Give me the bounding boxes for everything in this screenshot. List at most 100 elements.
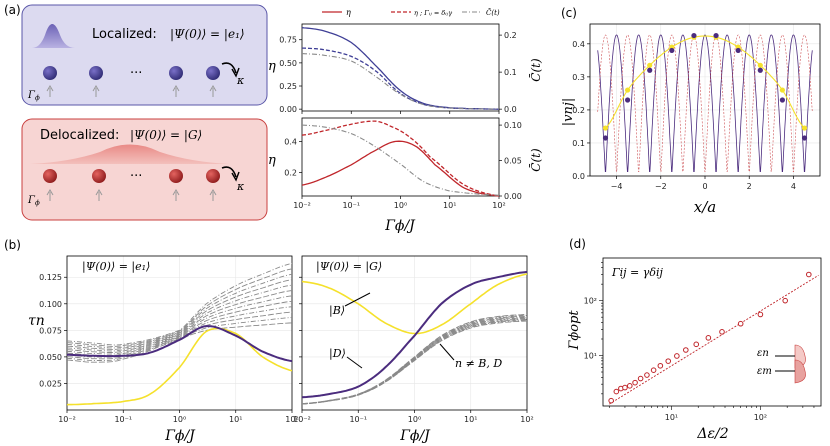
y-tick-label: 0.50	[279, 59, 297, 68]
localized-wavepacket	[32, 24, 75, 48]
y-tick-label: 0.1	[572, 139, 585, 148]
point-purple	[602, 135, 609, 141]
x-tick-label: 10⁻²	[293, 201, 311, 210]
series-gray	[66, 306, 293, 358]
y-tick-label: 0.2	[572, 106, 585, 115]
d-ylabel: Γϕopt	[567, 310, 582, 351]
d-annotation: Γij = γδij	[611, 266, 663, 279]
panel-label-a: (a)	[4, 3, 21, 17]
chart-c: −4 −2 0 2 4 0.0 0.1 0.2 0.3 0.4 |vnj| x/a	[561, 23, 821, 216]
y2-tick-label: 0.2	[504, 31, 517, 40]
series-gray	[66, 284, 293, 352]
a-bottom-ylabel: η	[268, 153, 276, 168]
localized-title: Localized:	[92, 27, 157, 42]
x-tick-label: 10²	[492, 201, 505, 210]
series-gray	[66, 295, 293, 355]
arrow-bright	[344, 292, 371, 307]
delocalized-wavepacket	[30, 144, 230, 164]
series-coherence	[301, 124, 500, 196]
x-tick-label: 10⁻¹	[114, 415, 132, 424]
x-tick-label: 10²	[754, 413, 767, 422]
x-tick-label: 10⁻¹	[349, 415, 367, 424]
x-tick-label: −2	[655, 182, 667, 191]
x-tick-label: 10²	[285, 415, 298, 424]
point-purple	[757, 67, 763, 73]
series-yellow	[66, 327, 293, 406]
y2-tick-label: 0.1	[504, 68, 517, 77]
point-yellow	[779, 87, 786, 93]
y-tick-label: 0.125	[39, 273, 62, 282]
delocalized-decay-arrow	[221, 166, 237, 178]
delocalized-kappa: κ	[236, 180, 245, 193]
y-tick-label: 0.00	[279, 105, 297, 114]
a-bottom-xlabel: Γϕ/J	[384, 218, 416, 234]
x-tick-label: 10⁰	[408, 415, 421, 424]
chart-d: 10¹ 10¹ 10² 10² Γij = γδij Γϕopt Δε/2 εn εm	[567, 257, 822, 442]
series-gray	[66, 262, 293, 346]
data-point	[757, 311, 764, 318]
y-tick-label: 0.0	[572, 172, 585, 181]
x-tick-label: 4	[791, 182, 796, 191]
panel-label-c: (c)	[561, 6, 577, 20]
d-frame	[602, 257, 822, 407]
data-point	[782, 297, 788, 304]
point-yellow	[801, 125, 808, 131]
x-tick-label: 10⁻¹	[342, 201, 360, 210]
y-tick-label: 0.100	[39, 300, 62, 309]
y-tick-label: 0.025	[39, 379, 62, 388]
series-eta-dephasing	[301, 120, 500, 197]
series-eta-dephasing	[302, 47, 499, 110]
series-purple	[67, 325, 293, 363]
chart-b-left: 10⁻² 10⁻¹ 10⁰ 10¹ 10² 0.025 0.050 0.075 0.100 0.1…	[28, 255, 299, 444]
data-point	[665, 358, 672, 364]
data-point	[632, 379, 638, 386]
series-gray	[66, 279, 293, 350]
localized-dephasing-arrows	[46, 85, 217, 97]
x-tick-label: 10¹	[229, 415, 242, 424]
localized-decay-arrow	[221, 62, 237, 74]
series-dark-state	[301, 270, 528, 399]
a-bottom-y2label: C̄(t)	[528, 148, 543, 172]
data-point	[683, 347, 689, 353]
data-point	[705, 335, 712, 341]
y2-tick-label: 0.05	[504, 157, 522, 166]
legend-label-eta: η	[346, 8, 351, 17]
data-point	[674, 353, 680, 359]
y-tick-label: 0.4	[572, 40, 585, 49]
b-right-annotation: |Ψ(0)⟩ = |G⟩	[316, 260, 382, 274]
x-tick-label: 10⁰	[394, 201, 407, 210]
point-purple	[735, 47, 741, 54]
data-point	[637, 375, 644, 382]
y-tick-label: 0.3	[572, 73, 585, 82]
localized-box: Localized: |Ψ(0)⟩ = |e₁⟩ ··· Γ ϕ κ	[21, 4, 268, 106]
localized-gamma: Γ	[27, 90, 36, 101]
inset-label-m: εm	[757, 366, 772, 377]
delocalized-title: Delocalized:	[40, 128, 119, 143]
b-left-annotation: |Ψ(0)⟩ = |e₁⟩	[82, 260, 150, 274]
data-point	[650, 367, 657, 373]
arrow-dark	[346, 356, 363, 369]
series-gray	[66, 322, 293, 363]
point-yellow	[757, 62, 763, 68]
data-point	[737, 320, 744, 327]
x-tick-label: −4	[611, 182, 623, 191]
b-left-xlabel: Γϕ/J	[164, 428, 196, 444]
b-right-xlabel: Γϕ/J	[399, 428, 431, 444]
y-tick-label: 10¹	[584, 352, 597, 361]
point-purple	[669, 47, 675, 54]
x-tick-label: 10⁰	[173, 415, 186, 424]
x-tick-label: 0	[702, 182, 707, 191]
arrow-others	[439, 343, 455, 361]
data-point	[626, 383, 633, 389]
series-gray	[66, 290, 293, 353]
y2-tick-label: 0.10	[504, 121, 522, 130]
localized-kappa: κ	[236, 74, 245, 87]
c-ylabel: |vnj|	[561, 98, 576, 127]
point-purple	[713, 32, 719, 39]
y-tick-label: 0.075	[39, 326, 62, 335]
mode-purple-curve	[597, 34, 813, 172]
series-eta	[301, 140, 500, 197]
panel-label-d: (d)	[569, 237, 586, 251]
x-tick-label: 10²	[520, 415, 533, 424]
